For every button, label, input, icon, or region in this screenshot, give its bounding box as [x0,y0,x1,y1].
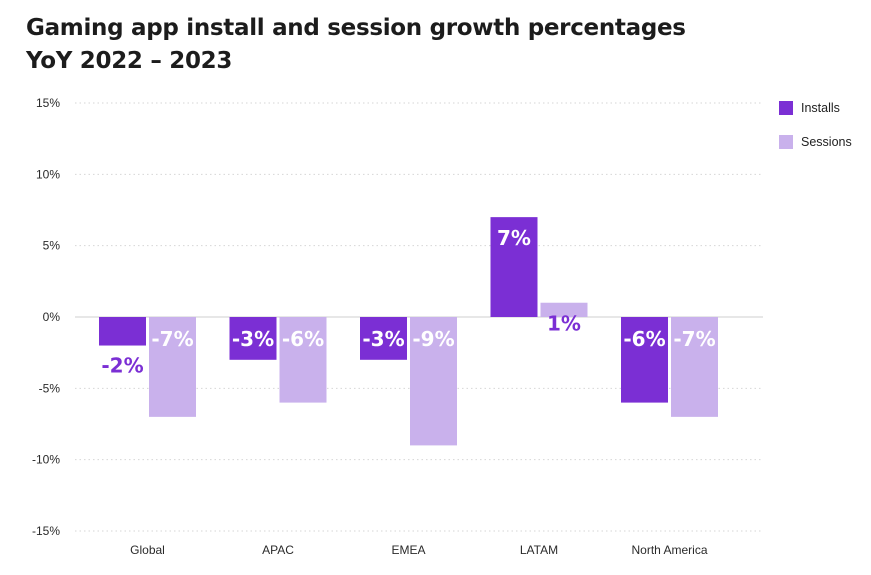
legend: Installs Sessions [779,100,852,168]
legend-item-installs[interactable]: Installs [779,100,852,116]
chart-title-line-2: YoY 2022 – 2023 [26,48,233,74]
data-label-sessions: -7% [151,327,193,351]
bars: -2% -7% -3% -6% -3% -9% 7% 1% -6% -7% [99,217,718,446]
legend-swatch-sessions [779,135,793,149]
x-tick-label: Global [130,543,165,557]
data-label-installs: 7% [497,226,531,250]
bar-sessions[interactable] [540,302,588,317]
bar-sessions[interactable] [671,317,718,417]
y-tick-label: -15% [32,524,60,538]
legend-label-sessions: Sessions [801,135,852,149]
data-label-sessions: 1% [547,312,581,336]
chart-title: Gaming app install and session growth pe… [26,12,686,78]
y-tick-label: 10% [36,167,60,181]
bar-sessions[interactable] [410,317,457,446]
bar-installs[interactable] [490,217,538,317]
data-label-installs: -2% [101,354,143,378]
x-tick-label: EMEA [391,543,425,557]
bar-installs[interactable] [360,317,407,360]
data-label-installs: -6% [623,327,665,351]
legend-swatch-installs [779,101,793,115]
chart-title-line-1: Gaming app install and session growth pe… [26,15,686,41]
bar-installs[interactable] [229,317,277,360]
data-label-sessions: -7% [673,327,715,351]
y-tick-label: 0% [43,310,61,324]
x-axis: Global APAC EMEA LATAM North America [130,543,708,557]
legend-label-installs: Installs [801,101,840,115]
bar-sessions[interactable] [149,317,196,417]
legend-item-sessions[interactable]: Sessions [779,134,852,150]
bar-installs[interactable] [99,317,146,346]
data-label-installs: -3% [362,327,404,351]
y-axis: 15% 10% 5% 0% -5% -10% -15% [32,96,60,538]
x-tick-label: North America [631,543,707,557]
bar-sessions[interactable] [279,317,327,403]
data-label-sessions: -6% [282,327,324,351]
y-tick-label: -5% [39,381,61,395]
x-tick-label: APAC [262,543,294,557]
bar-installs[interactable] [621,317,668,403]
data-label-installs: -3% [232,327,274,351]
y-tick-label: 5% [43,239,61,253]
data-label-sessions: -9% [412,327,454,351]
y-tick-label: -10% [32,453,60,467]
x-tick-label: LATAM [520,543,558,557]
y-tick-label: 15% [36,96,60,110]
